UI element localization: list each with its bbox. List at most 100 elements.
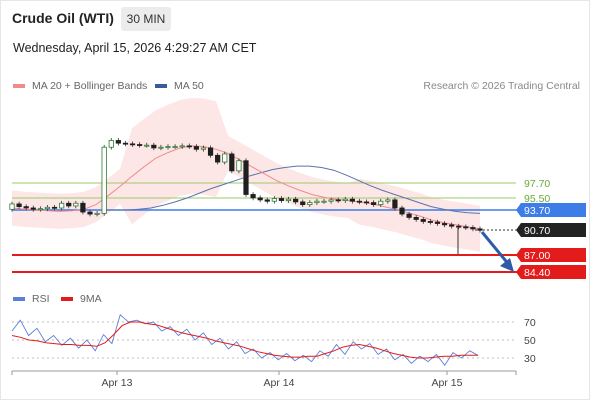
candle-body <box>427 221 433 223</box>
candle-body <box>470 227 476 230</box>
legend-ma20: MA 20 + Bollinger Bands <box>13 80 147 92</box>
candle-body <box>186 145 192 148</box>
candle-body <box>23 206 29 209</box>
candle-body <box>406 213 412 218</box>
timeframe-button[interactable]: 30 MIN <box>121 7 171 31</box>
level-label-87-00: 87.00 <box>524 250 550 262</box>
candle-body <box>222 153 228 163</box>
candle-body <box>9 203 15 210</box>
candle-body <box>236 160 242 172</box>
candle-body <box>300 201 306 205</box>
candle-body <box>243 160 249 195</box>
candle-body <box>335 199 341 202</box>
candle-body <box>37 208 43 211</box>
level-tag-90-70 <box>516 223 586 237</box>
projection-arrow-head <box>500 258 514 272</box>
datetime-label: Wednesday, April 15, 2026 4:29:27 AM CET <box>13 41 257 55</box>
candle-body <box>87 211 93 215</box>
candle-body <box>172 146 178 148</box>
level-label-95-50: 95.50 <box>524 193 550 205</box>
legend-rsi-label: RSI <box>32 293 50 305</box>
candle-body <box>193 146 199 150</box>
candle-body <box>122 142 129 145</box>
candle-body <box>44 206 51 210</box>
candle-body <box>321 200 327 203</box>
level-label-84-40: 84.40 <box>524 267 550 279</box>
candle-body <box>477 228 483 231</box>
candle-body <box>371 202 377 205</box>
ma50-line <box>102 165 481 214</box>
candle-body <box>363 201 370 204</box>
instrument-title: Crude Oil (WTI) <box>12 10 114 26</box>
candle-body <box>151 144 157 149</box>
candle-body <box>158 146 164 149</box>
candle-body <box>441 223 448 226</box>
candle-body <box>165 146 171 148</box>
x-tick-label: Apr 14 <box>264 377 295 389</box>
rsi-line <box>11 313 479 366</box>
candle-body <box>314 200 320 203</box>
candle-body <box>264 199 270 202</box>
candle-body <box>456 225 462 228</box>
candle-body <box>293 198 299 203</box>
candle-body <box>328 199 334 202</box>
candle-body <box>285 198 292 201</box>
candle-body <box>94 212 100 215</box>
candle-body <box>101 146 107 214</box>
candle-body <box>413 217 419 220</box>
candle-body <box>200 147 207 150</box>
ma20-swatch <box>13 84 25 88</box>
candle-body <box>278 198 285 201</box>
level-tag-84-40 <box>516 265 586 279</box>
candle-body <box>250 194 256 199</box>
x-tick-label: Apr 13 <box>102 377 133 389</box>
candle-body <box>399 207 405 215</box>
ma50-swatch <box>155 84 167 88</box>
candle-body <box>73 202 79 207</box>
candle-body <box>449 224 455 227</box>
candle-body <box>392 199 398 209</box>
candle-body <box>207 147 214 156</box>
candle-body <box>229 153 235 172</box>
candle-body <box>271 198 277 202</box>
legend-ma20-label: MA 20 + Bollinger Bands <box>32 80 148 92</box>
level-label-97-70: 97.70 <box>524 178 550 190</box>
rsi-level-label-50: 50 <box>524 335 536 347</box>
x-tick-label: Apr 15 <box>432 377 463 389</box>
candle-body <box>129 143 136 146</box>
candle-body <box>215 154 221 163</box>
candle-body <box>385 199 391 202</box>
candle-body <box>80 202 86 213</box>
candle-body <box>356 200 363 203</box>
candle-body <box>342 198 348 201</box>
candle-body <box>66 202 72 207</box>
candle-body <box>378 200 384 206</box>
candle-body <box>179 145 185 148</box>
candle-body <box>434 221 441 224</box>
candle-body <box>349 198 355 202</box>
candle-body <box>137 144 143 146</box>
rsi-swatch <box>13 297 25 301</box>
rsi-level-label-70: 70 <box>524 317 536 329</box>
copyright-label: Research © 2026 Trading Central <box>423 80 580 92</box>
legend-rsi: RSI <box>13 293 50 305</box>
legend-ma50-label: MA 50 <box>174 80 204 92</box>
legend-ma50: MA 50 <box>155 80 204 92</box>
candle-body <box>30 207 36 210</box>
candle-body <box>16 203 22 208</box>
projection-arrow-shaft <box>480 231 512 267</box>
rsi-ma-swatch <box>61 297 73 301</box>
legend-9ma: 9MA <box>61 293 102 305</box>
candle-body <box>59 202 65 209</box>
candle-body <box>144 144 150 147</box>
level-label-90-70: 90.70 <box>524 225 550 237</box>
candle-body <box>463 226 469 229</box>
candle-body <box>51 206 58 209</box>
candle-body <box>115 140 121 144</box>
level-tag-93-70 <box>516 203 586 217</box>
level-label-93-70: 93.70 <box>524 205 550 217</box>
candle-body <box>420 219 426 222</box>
level-tag-87-00 <box>516 248 586 262</box>
candle-body <box>257 197 263 201</box>
